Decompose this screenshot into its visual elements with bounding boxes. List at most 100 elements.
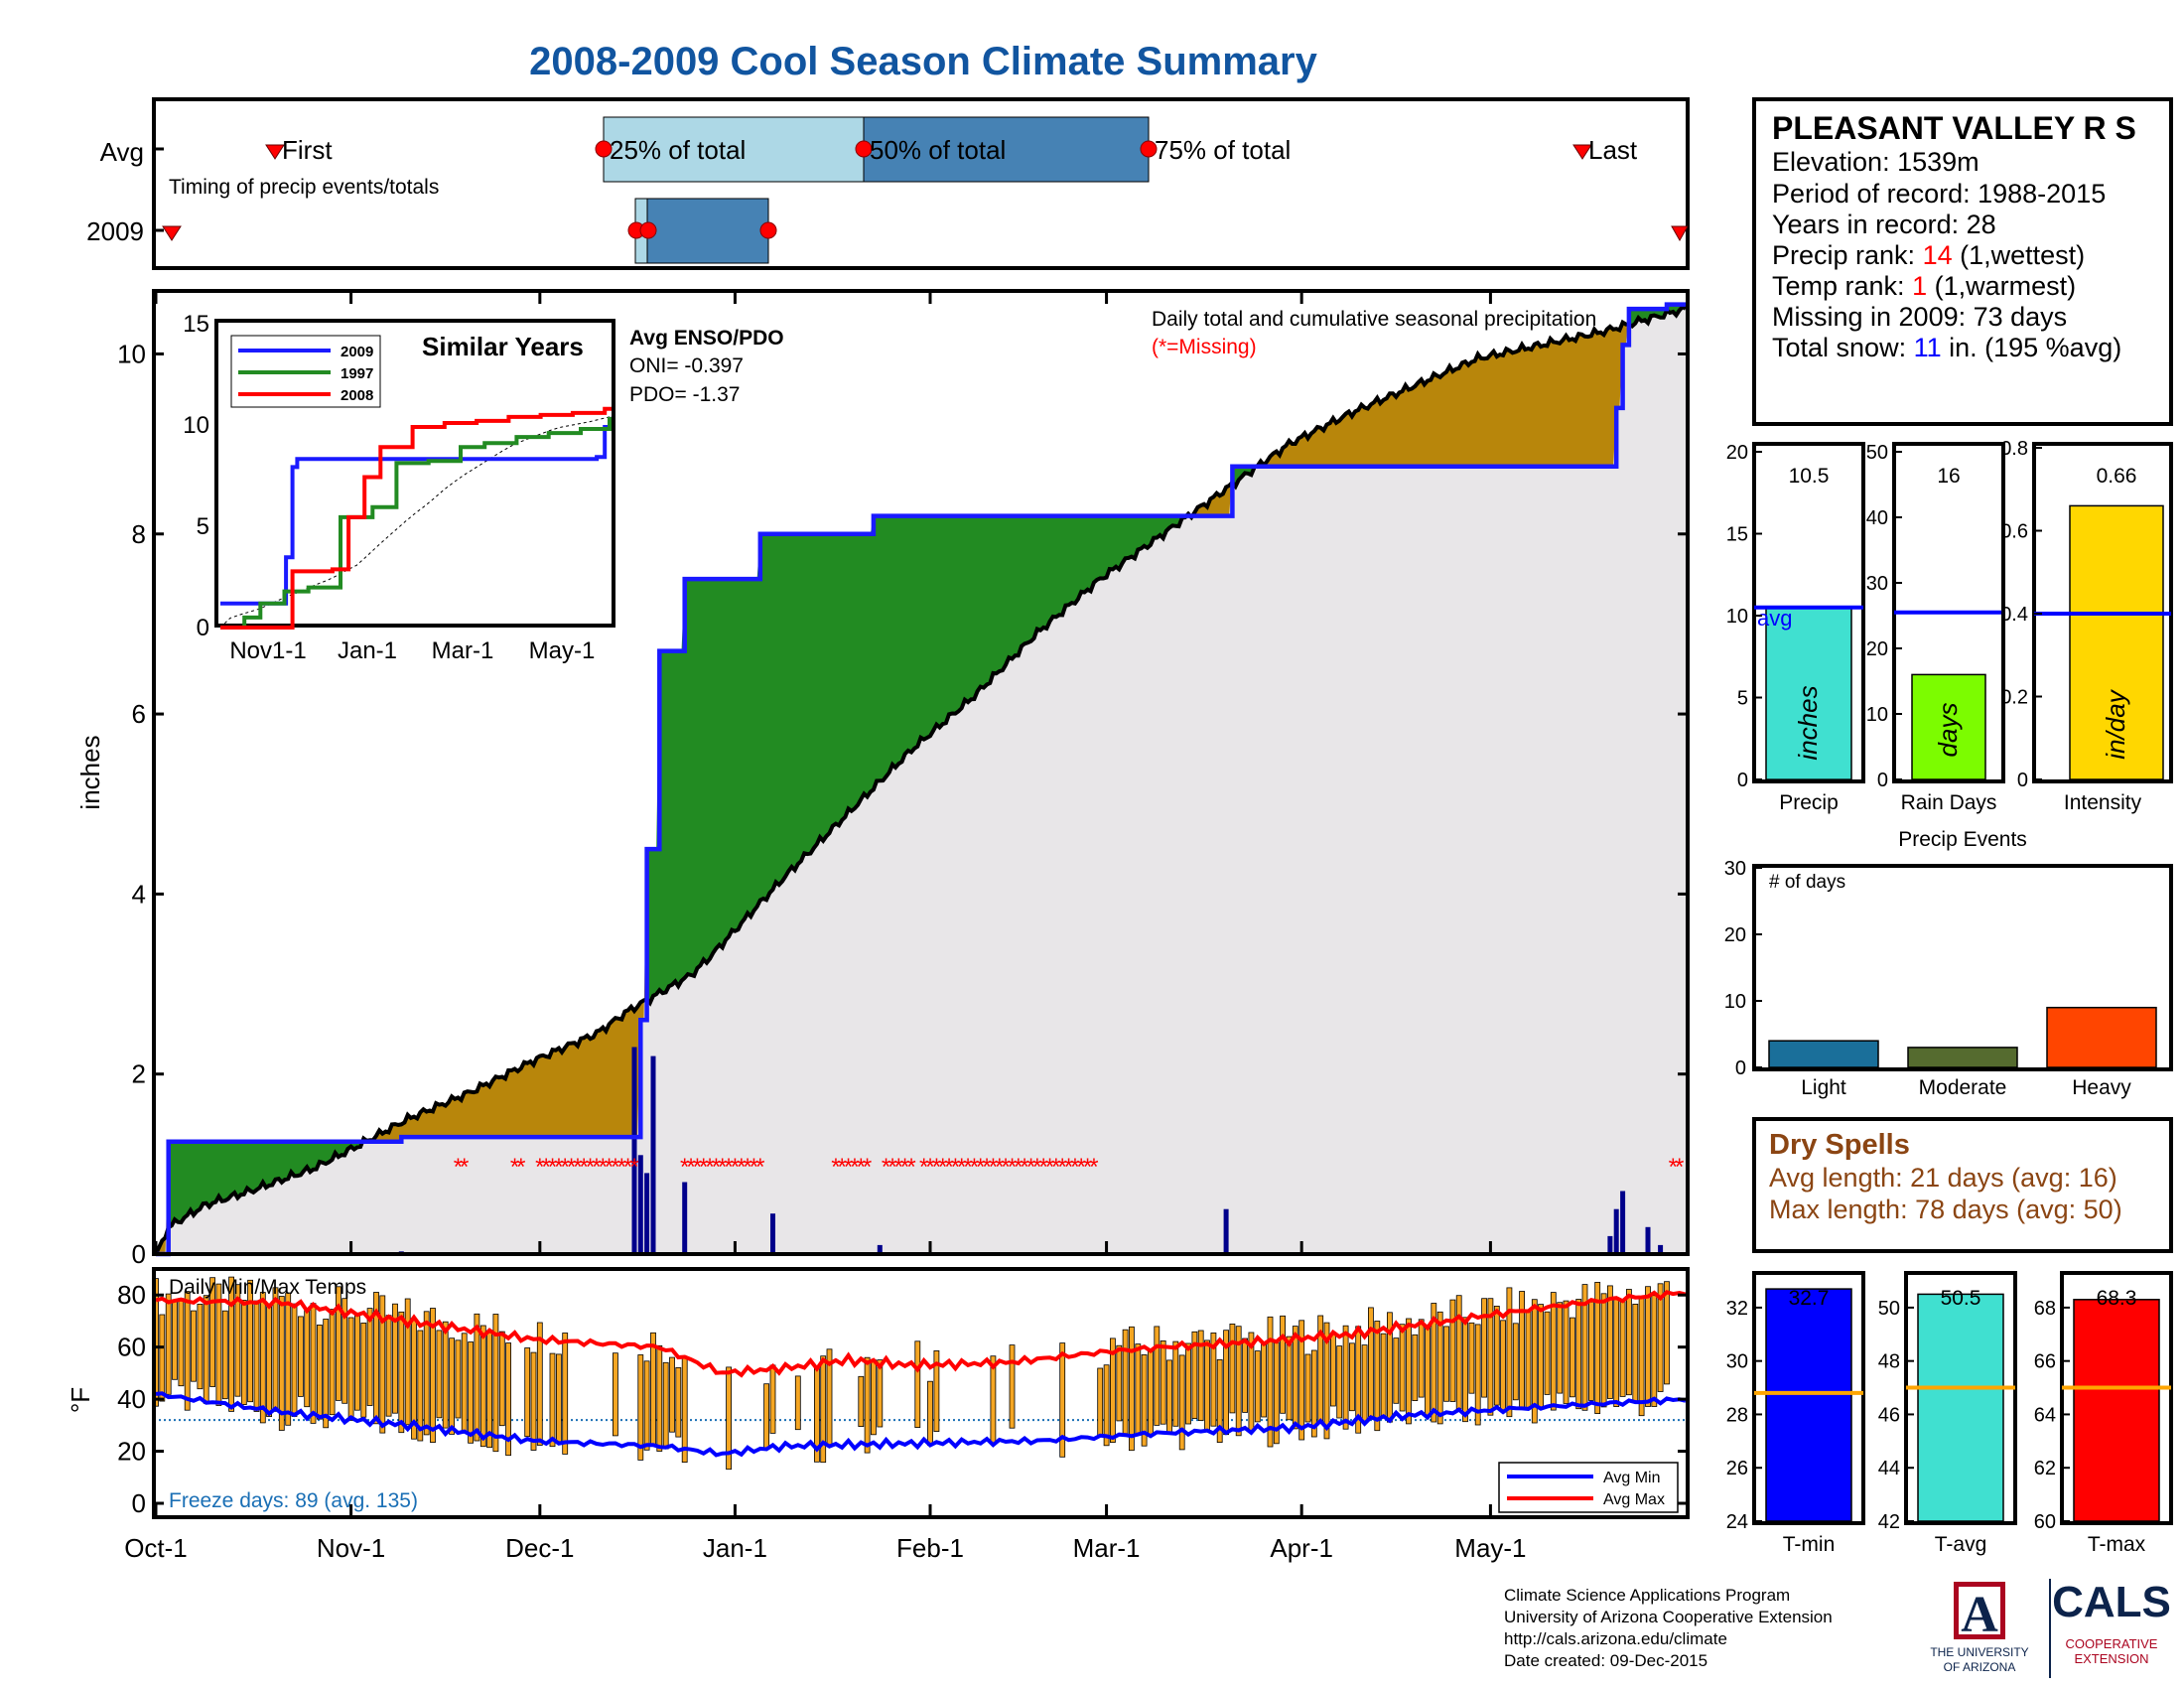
precip-event-bar-moderate — [1907, 1047, 2018, 1068]
precip-y-tick-label: 6 — [132, 699, 146, 729]
temp-range-bar — [524, 1347, 531, 1438]
avg-cumulative-fill — [156, 307, 1686, 1255]
temp-range-bar — [505, 1342, 512, 1457]
temp-range-bar — [1097, 1367, 1104, 1437]
precip-unit-label: inches — [1793, 685, 1823, 760]
similar-years-2009-line — [220, 416, 612, 606]
enso-oni: ONI= -0.397 — [629, 354, 744, 377]
missing-day-marker: * — [592, 1154, 601, 1181]
temp-range-bar — [360, 1323, 367, 1418]
raindays-value: 16 — [1937, 465, 1960, 488]
month-tick-label: Feb-1 — [896, 1533, 964, 1563]
missing-day-marker: * — [976, 1154, 985, 1181]
temp-range-bar — [675, 1367, 682, 1438]
intensity-xlabel: Intensity — [2064, 791, 2142, 814]
missing-day-marker: * — [542, 1154, 551, 1181]
timing-last-marker — [1572, 144, 1592, 160]
temp-range-bar — [1512, 1323, 1519, 1401]
temp-range-bar — [1632, 1304, 1639, 1403]
timing-25pct-label: 25% of total — [610, 135, 746, 165]
temp-range-bar — [474, 1313, 480, 1442]
svg-text:Temp rank: 1 (1,warmest): Temp rank: 1 (1,warmest) — [1772, 271, 2076, 301]
temp-range-bar — [366, 1308, 373, 1406]
temp-range-bar — [1330, 1333, 1336, 1407]
bar-axis-tick-label: 66 — [2034, 1351, 2056, 1373]
temp-range-bar — [329, 1309, 336, 1416]
missing-day-marker: * — [963, 1154, 972, 1181]
sy-ytick-0: 0 — [197, 615, 209, 641]
daily-precip-bar — [631, 1047, 637, 1254]
temp-range-bar — [1349, 1342, 1355, 1412]
temp-range-bar — [304, 1309, 311, 1408]
station-name: PLEASANT VALLEY R S — [1772, 110, 2136, 146]
timing-year-75pct-marker — [759, 221, 777, 239]
tmin-ticks: 24 26 28 30 32 — [1726, 1298, 1762, 1533]
bar-axis-tick-label: 60 — [2034, 1511, 2056, 1533]
temp-legend-min: Avg Min — [1603, 1470, 1661, 1486]
bar-axis-tick-label: 68 — [2034, 1298, 2056, 1320]
avg-cumulative-line — [154, 304, 1687, 1255]
temp-range-bar — [1166, 1359, 1172, 1434]
sy-xtick-nov: Nov1-1 — [229, 637, 306, 664]
precip-total-panel: avg 10.5 inches Precip 0 5 10 15 20 — [1726, 442, 1865, 814]
temp-range-bar — [549, 1352, 556, 1448]
temp-range-bar — [1570, 1317, 1575, 1398]
precip-y-tick-label: 0 — [132, 1239, 146, 1269]
missing-day-marker: * — [1089, 1154, 1098, 1181]
temp-range-bar — [1059, 1342, 1066, 1458]
temp-range-bar — [1261, 1341, 1267, 1418]
temp-range-bar — [1575, 1299, 1582, 1410]
missing-day-marker: * — [548, 1154, 557, 1181]
temp-range-bar — [1368, 1307, 1374, 1417]
temp-range-bar — [1399, 1324, 1406, 1412]
temp-range-bar — [1216, 1359, 1223, 1444]
temp-range-bar — [1304, 1353, 1311, 1423]
temp-range-bar — [272, 1287, 279, 1412]
temp-range-bar — [398, 1311, 405, 1434]
temp-range-bar — [404, 1298, 411, 1426]
temp-range-bar — [1651, 1295, 1658, 1407]
bar-axis-tick-label: 48 — [1878, 1351, 1900, 1373]
missing-day-marker: * — [686, 1154, 695, 1181]
missing-day-marker: * — [1020, 1154, 1028, 1181]
missing-day-marker: * — [1058, 1154, 1067, 1181]
raindays-ticks: 0 10 20 30 40 50 — [1866, 442, 1902, 791]
temp-rank-value: 1 — [1912, 271, 1927, 301]
tavg-ticks: 42 44 46 48 50 — [1878, 1298, 1914, 1533]
month-axis: Oct-1 Nov-1 Dec-1 Jan-1 Feb-1 Mar-1 Apr-1 May-1 — [124, 291, 1527, 1563]
missing-day-marker: * — [460, 1154, 469, 1181]
missing-day-marker: * — [906, 1154, 915, 1181]
temp-range-bar — [442, 1321, 449, 1429]
bar-axis-tick-label: 0.4 — [2000, 604, 2028, 626]
timing-year-50pct-marker — [639, 221, 657, 239]
intensity-ticks: 0 0.2 0.4 0.6 0.8 — [2000, 438, 2042, 791]
page-title: 2008-2009 Cool Season Climate Summary — [529, 40, 1317, 83]
missing-day-marker: * — [938, 1154, 947, 1181]
temp-range-bar — [1431, 1303, 1437, 1423]
temp-range-bar — [172, 1301, 178, 1380]
temp-range-bar — [1129, 1326, 1135, 1452]
sy-xtick-mar: Mar-1 — [432, 637, 494, 664]
temp-range-bar — [221, 1310, 228, 1400]
freeze-days-text: Freeze days: 89 (avg. 135) — [169, 1489, 418, 1512]
temp-range-bar — [1122, 1329, 1129, 1435]
temp-range-bar — [468, 1341, 475, 1444]
missing-day-marker: * — [1014, 1154, 1023, 1181]
bar-axis-tick-label: 44 — [1878, 1458, 1900, 1479]
daily-precip-bar — [650, 1055, 656, 1254]
missing-day-marker: * — [1039, 1154, 1048, 1181]
temp-range-bar — [479, 1325, 486, 1448]
temp-range-bar — [423, 1311, 430, 1436]
temp-range-bar — [1436, 1311, 1443, 1425]
year-cumulative-line — [156, 302, 1686, 1257]
timing-year-label: 2009 — [86, 216, 144, 246]
missing-day-marker: * — [611, 1154, 619, 1181]
temp-range-bar — [530, 1351, 537, 1451]
station-years: Years in record: 28 — [1772, 210, 1996, 239]
missing-day-marker: * — [680, 1154, 689, 1181]
temp-range-bar — [461, 1333, 468, 1434]
timing-first-marker — [265, 144, 285, 160]
dry-spells-avg: Avg length: 21 days (avg: 16) — [1769, 1163, 2117, 1193]
temp-range-bar — [392, 1303, 398, 1414]
svg-text:Total snow: 11 in. (195 %avg): Total snow: 11 in. (195 %avg) — [1772, 333, 2121, 362]
